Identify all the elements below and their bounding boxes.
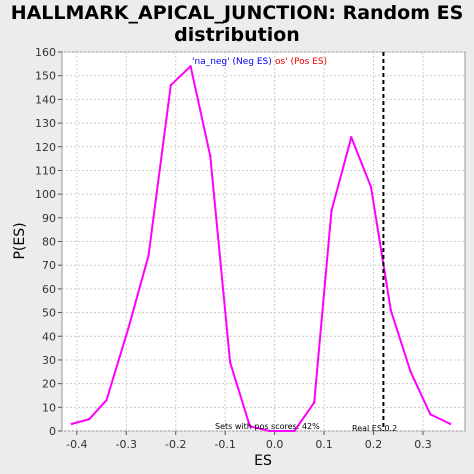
data-point <box>169 83 172 87</box>
grid-lines <box>62 51 465 432</box>
x-tick-label: 0.0 <box>266 438 284 451</box>
y-tick-label: 140 <box>35 93 56 106</box>
y-tick-label: 20 <box>42 378 56 391</box>
data-point <box>350 136 353 139</box>
series-line <box>71 65 451 432</box>
series-layer <box>70 65 452 433</box>
y-tick-label: 90 <box>42 212 56 225</box>
y-tick-label: 40 <box>42 330 56 343</box>
data-point <box>389 308 393 312</box>
data-point <box>87 417 91 421</box>
chart-title-line-2: distribution <box>174 24 300 46</box>
y-tick-label: 80 <box>42 236 56 249</box>
x-tick-label: 0.3 <box>414 438 432 451</box>
y-tick-label: 10 <box>42 401 56 414</box>
data-point <box>105 399 108 402</box>
data-point <box>70 422 74 426</box>
y-tick-label: 100 <box>35 188 56 201</box>
y-tick-label: 150 <box>35 70 56 83</box>
data-point <box>369 185 373 189</box>
data-point <box>293 429 296 433</box>
y-tick-label: 130 <box>35 117 56 130</box>
legend-pos-es: os' (Pos ES) <box>275 57 327 67</box>
data-point <box>448 422 452 426</box>
real-es-label: Real ES 0.2 <box>352 424 397 433</box>
data-point <box>209 155 212 158</box>
y-tick-label: 50 <box>42 307 56 320</box>
x-tick-label: -0.4 <box>66 438 87 451</box>
y-tick-label: 160 <box>35 46 56 59</box>
y-tick-label: 0 <box>49 425 56 438</box>
data-point <box>409 370 412 373</box>
data-point <box>312 401 316 404</box>
data-point <box>228 361 232 364</box>
y-tick-label: 110 <box>35 164 56 177</box>
chart-title-line-1: HALLMARK_APICAL_JUNCTION: Random ES <box>11 2 464 24</box>
data-point <box>147 254 150 257</box>
data-point <box>189 65 192 68</box>
y-tick-label: 60 <box>42 283 56 296</box>
legend-neg-es: 'na_neg' (Neg ES) <box>192 57 272 67</box>
data-point <box>330 209 333 212</box>
y-tick-label: 30 <box>42 354 56 367</box>
pos-scores-annotation: Sets with pos scores: 42% <box>215 422 320 431</box>
data-point <box>248 425 252 428</box>
x-tick-label: -0.2 <box>165 438 186 451</box>
data-point <box>268 429 271 433</box>
y-tick-label: 120 <box>35 141 56 154</box>
x-tick-label: 0.1 <box>315 438 333 451</box>
data-point <box>127 325 130 328</box>
y-axis: 0 10 20 30 40 50 60 70 80 90 100 110 120 130 140 150 160 <box>35 46 62 438</box>
x-axis: -0.4 -0.3 -0.2 -0.1 0.0 0.1 0.2 0.3 <box>66 431 432 451</box>
y-tick-label: 70 <box>42 259 56 272</box>
y-axis-label: P(ES) <box>12 222 28 259</box>
x-tick-label: 0.2 <box>365 438 383 451</box>
data-point <box>429 413 432 416</box>
x-axis-label: ES <box>254 453 272 469</box>
x-tick-label: -0.3 <box>116 438 137 451</box>
x-tick-label: -0.1 <box>214 438 235 451</box>
